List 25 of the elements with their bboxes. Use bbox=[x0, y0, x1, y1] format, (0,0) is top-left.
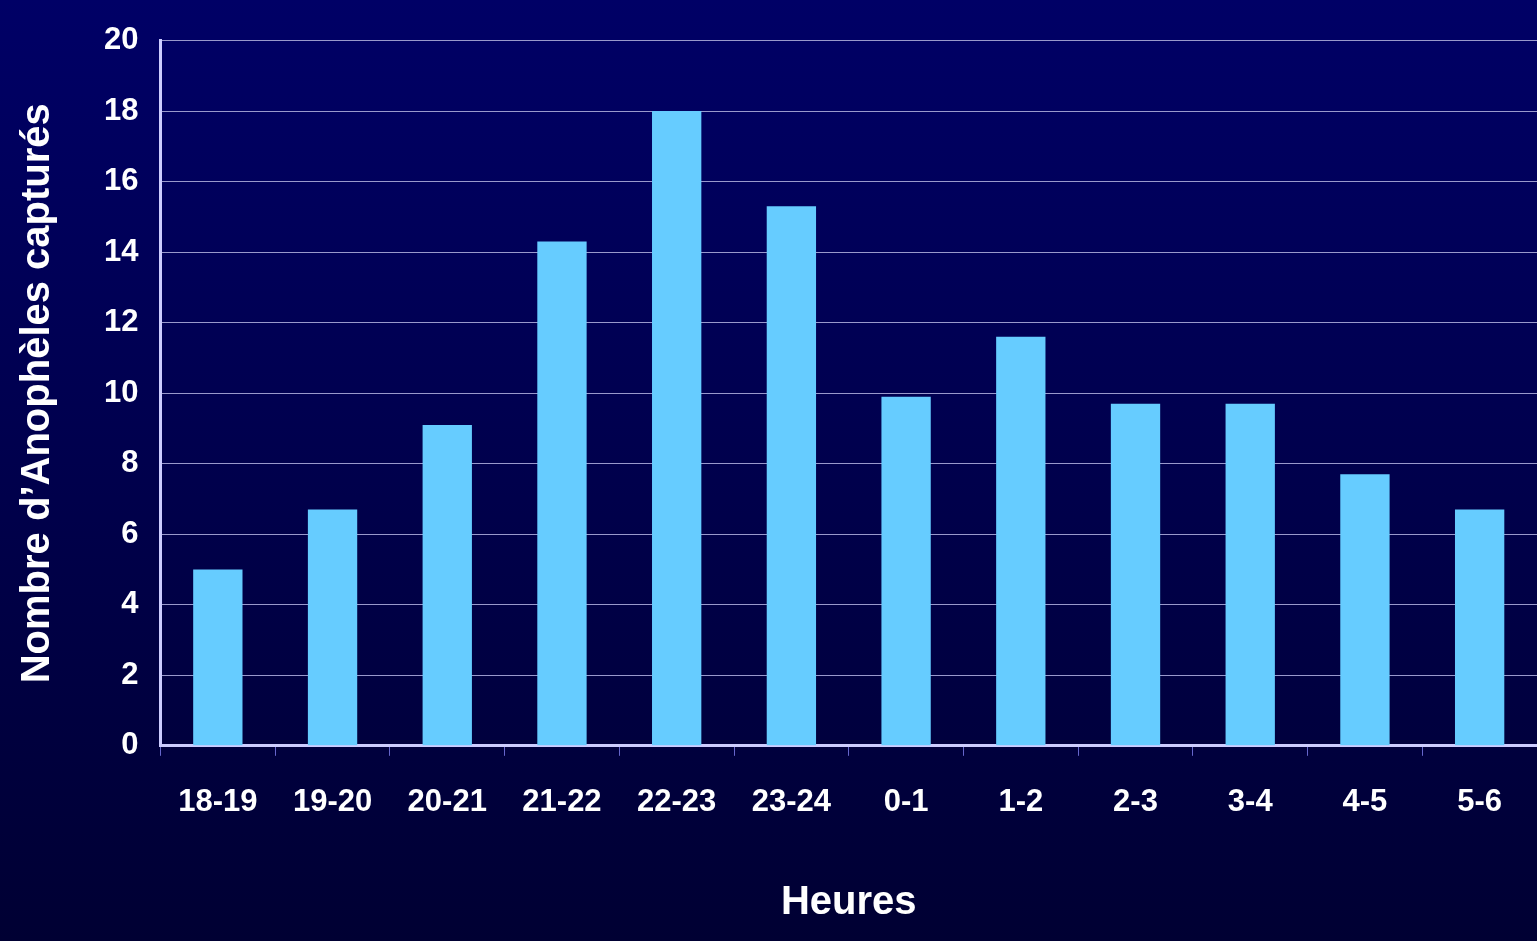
x-tick-label: 22-23 bbox=[637, 782, 717, 818]
y-tick-label: 10 bbox=[104, 373, 139, 409]
y-tick-label: 18 bbox=[104, 91, 139, 127]
y-tick-label: 12 bbox=[104, 303, 139, 339]
x-tick-label: 3-4 bbox=[1227, 782, 1274, 818]
y-tick-label: 4 bbox=[121, 585, 140, 621]
y-tick-label: 16 bbox=[104, 162, 139, 198]
x-axis-title: Heures bbox=[780, 878, 917, 923]
y-tick-label: 8 bbox=[121, 444, 139, 480]
y-tick-label: 14 bbox=[104, 232, 140, 268]
x-tick-label: 2-3 bbox=[1113, 782, 1158, 818]
x-tick-label: 19-20 bbox=[292, 782, 373, 818]
y-tick-label: 20 bbox=[104, 21, 139, 57]
x-tick-label: 0-1 bbox=[883, 782, 929, 818]
y-axis-title: Nombre d’Anophèles capturés bbox=[13, 103, 58, 684]
x-tick-label: 1-2 bbox=[998, 782, 1044, 818]
x-tick-label: 21-22 bbox=[522, 782, 602, 818]
y-tick-label: 2 bbox=[121, 655, 139, 691]
x-tick-label: 23-24 bbox=[751, 782, 832, 818]
x-tick-label: 18-19 bbox=[178, 782, 258, 818]
x-tick-label: 4-5 bbox=[1342, 782, 1388, 818]
y-tick-label: 6 bbox=[121, 514, 139, 550]
x-tick-label: 20-21 bbox=[407, 782, 487, 818]
x-tick-label: 5-6 bbox=[1457, 782, 1503, 818]
y-tick-label: 0 bbox=[121, 726, 139, 762]
